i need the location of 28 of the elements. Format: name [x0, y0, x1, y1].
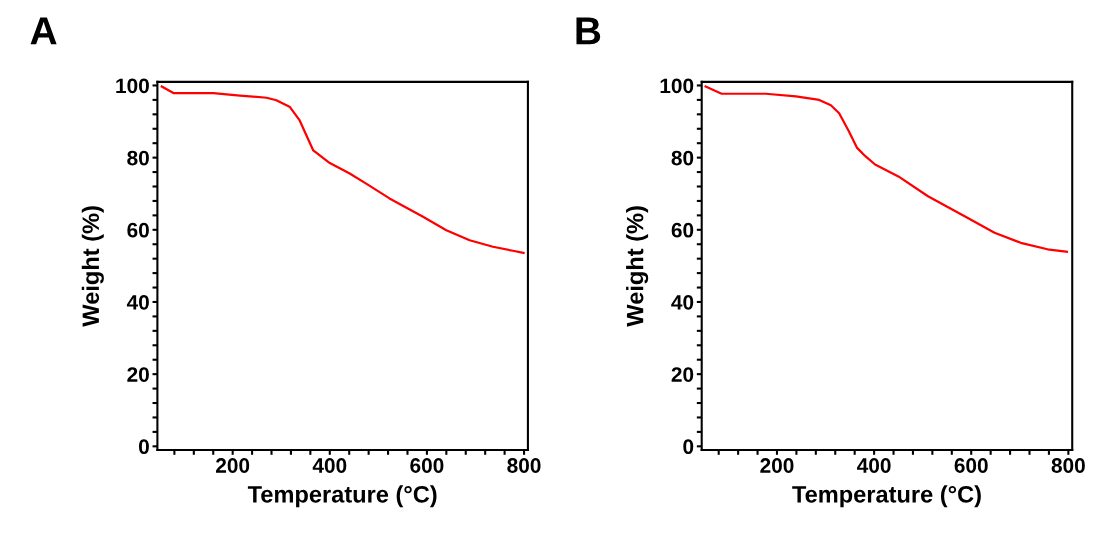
- chart-title: B: [576, 17, 601, 45]
- x-axis-title: Temperature (°C): [792, 485, 981, 508]
- y-axis-title: Weight (%): [626, 206, 649, 327]
- y-tick-label: 40: [671, 294, 694, 310]
- line-series: [704, 85, 1068, 253]
- y-tick-label: 40: [126, 294, 149, 310]
- x-axis-title: Temperature (°C): [247, 485, 437, 508]
- x-tick-label: 600: [410, 458, 444, 473]
- x-tick-label: 200: [760, 458, 794, 473]
- x-tick-label: 600: [954, 458, 988, 473]
- x-tick-label: 400: [857, 458, 891, 473]
- y-tick-label: 100: [660, 78, 694, 94]
- y-tick-label: 20: [671, 367, 694, 382]
- y-tick-label: 80: [671, 150, 694, 166]
- y-tick-label: 80: [127, 150, 149, 166]
- x-tick-label: 800: [507, 458, 541, 473]
- y-tick-label: 100: [116, 78, 149, 94]
- x-tick-label: 200: [216, 458, 250, 473]
- y-tick-label: 20: [127, 367, 149, 382]
- y-tick-label: 60: [671, 222, 694, 238]
- y-axis-title: Weight (%): [81, 206, 104, 327]
- chart-title: A: [30, 17, 57, 45]
- y-tick-label: 0: [683, 439, 694, 455]
- x-tick-label: 400: [312, 458, 347, 473]
- line-series: [160, 85, 525, 255]
- y-tick-label: 60: [127, 222, 149, 238]
- x-tick-label: 800: [1051, 458, 1085, 473]
- y-tick-label: 0: [138, 439, 149, 455]
